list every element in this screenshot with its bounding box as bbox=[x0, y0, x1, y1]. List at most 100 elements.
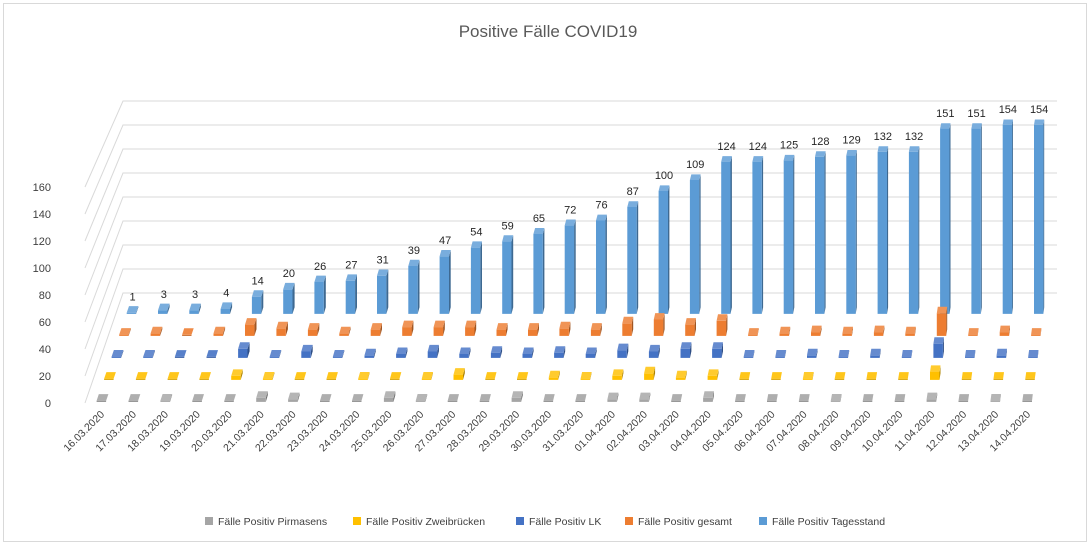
bar-f-lle-positiv-lk-16.03.2020 bbox=[111, 350, 124, 358]
bar-f-lle-positiv-zweibr-cken-23.03.2020 bbox=[326, 372, 338, 380]
bar-f-lle-positiv-gesamt-17.03.2020 bbox=[150, 326, 163, 336]
bar-f-lle-positiv-gesamt-30.03.2020 bbox=[559, 321, 571, 336]
bar-f-lle-positiv-pirmasens-01.04.2020 bbox=[607, 392, 619, 402]
data-label-26.03.2020: 47 bbox=[439, 235, 451, 247]
bar-f-lle-positiv-zweibr-cken-29.03.2020 bbox=[517, 372, 529, 380]
legend-item[interactable]: Fälle Positiv Tagesstand bbox=[759, 516, 885, 528]
bar-f-lle-positiv-zweibr-cken-13.04.2020 bbox=[993, 372, 1004, 380]
bar-f-lle-positiv-zweibr-cken-17.03.2020 bbox=[135, 372, 148, 380]
data-label-12.04.2020: 151 bbox=[967, 108, 985, 120]
bar-f-lle-positiv-lk-31.03.2020 bbox=[585, 347, 597, 358]
bar-f-lle-positiv-pirmasens-21.03.2020 bbox=[256, 391, 268, 402]
bar-f-lle-positiv-gesamt-03.04.2020 bbox=[685, 318, 696, 336]
data-label-02.04.2020: 100 bbox=[655, 170, 673, 182]
bar-f-lle-positiv-lk-08.04.2020 bbox=[838, 350, 850, 358]
bar-f-lle-positiv-pirmasens-16.03.2020 bbox=[96, 394, 109, 402]
legend-swatch bbox=[759, 517, 767, 525]
bar-f-lle-positiv-pirmasens-28.03.2020 bbox=[479, 394, 491, 402]
data-label-10.04.2020: 132 bbox=[905, 131, 923, 143]
chart-svg: Positive Fälle COVID19 02040608010012014… bbox=[33, 22, 1057, 528]
legend-item[interactable]: Fälle Positiv LK bbox=[516, 516, 601, 528]
bar-f-lle-positiv-tagesstand-22.03.2020 bbox=[314, 275, 326, 314]
bar-f-lle-positiv-tagesstand-13.04.2020 bbox=[1002, 119, 1013, 314]
data-label-03.04.2020: 109 bbox=[686, 159, 704, 171]
bar-f-lle-positiv-pirmasens-13.04.2020 bbox=[990, 394, 1001, 402]
bar-f-lle-positiv-gesamt-16.03.2020 bbox=[119, 328, 131, 336]
y-tick-label: 40 bbox=[39, 344, 51, 356]
x-axis-ticks: 16.03.202017.03.202018.03.202019.03.2020… bbox=[61, 409, 1033, 455]
legend-label: Fälle Positiv LK bbox=[529, 516, 601, 528]
bar-f-lle-positiv-tagesstand-30.03.2020 bbox=[564, 219, 576, 314]
bar-f-lle-positiv-zweibr-cken-09.04.2020 bbox=[866, 372, 878, 380]
bar-f-lle-positiv-pirmasens-23.03.2020 bbox=[320, 394, 332, 402]
bars bbox=[96, 119, 1045, 402]
y-tick-label: 80 bbox=[39, 290, 51, 302]
bar-f-lle-positiv-gesamt-06.04.2020 bbox=[779, 326, 791, 336]
legend-swatch bbox=[516, 517, 524, 525]
bar-f-lle-positiv-zweibr-cken-19.03.2020 bbox=[199, 372, 211, 380]
bar-f-lle-positiv-zweibr-cken-16.03.2020 bbox=[104, 372, 116, 380]
legend-item[interactable]: Fälle Positiv Zweibrücken bbox=[353, 516, 485, 528]
data-label-19.03.2020: 4 bbox=[223, 288, 229, 300]
bar-f-lle-positiv-lk-28.03.2020 bbox=[490, 346, 503, 358]
bar-f-lle-positiv-gesamt-14.04.2020 bbox=[1031, 328, 1042, 336]
bar-f-lle-positiv-tagesstand-14.04.2020 bbox=[1034, 119, 1045, 314]
bar-f-lle-positiv-gesamt-11.04.2020 bbox=[936, 306, 948, 336]
bar-f-lle-positiv-pirmasens-12.04.2020 bbox=[958, 394, 970, 402]
bar-f-lle-positiv-zweibr-cken-22.03.2020 bbox=[294, 372, 307, 380]
bar-f-lle-positiv-zweibr-cken-31.03.2020 bbox=[580, 372, 592, 380]
bar-f-lle-positiv-tagesstand-11.04.2020 bbox=[940, 123, 951, 314]
bar-f-lle-positiv-tagesstand-26.03.2020 bbox=[439, 250, 451, 314]
bar-f-lle-positiv-lk-27.03.2020 bbox=[459, 347, 471, 358]
bar-f-lle-positiv-lk-26.03.2020 bbox=[427, 344, 439, 358]
bar-f-lle-positiv-tagesstand-05.04.2020 bbox=[752, 156, 764, 314]
y-axis-ticks: 0 20 40 60 80 100 120 140 160 bbox=[33, 182, 51, 410]
y-tick-label: 120 bbox=[33, 236, 51, 248]
data-label-25.03.2020: 39 bbox=[408, 245, 420, 257]
bar-f-lle-positiv-tagesstand-16.03.2020 bbox=[126, 306, 139, 314]
bar-f-lle-positiv-lk-20.03.2020 bbox=[238, 342, 250, 358]
bar-f-lle-positiv-pirmasens-20.03.2020 bbox=[224, 394, 236, 402]
bar-f-lle-positiv-gesamt-20.03.2020 bbox=[245, 318, 257, 336]
data-label-31.03.2020: 76 bbox=[595, 200, 607, 212]
bar-f-lle-positiv-zweibr-cken-12.04.2020 bbox=[961, 372, 973, 380]
bar-f-lle-positiv-gesamt-04.04.2020 bbox=[716, 314, 728, 336]
bar-f-lle-positiv-lk-07.04.2020 bbox=[807, 348, 818, 358]
bar-f-lle-positiv-lk-17.03.2020 bbox=[143, 350, 155, 358]
bar-f-lle-positiv-zweibr-cken-20.03.2020 bbox=[231, 369, 243, 380]
bar-f-lle-positiv-zweibr-cken-27.03.2020 bbox=[453, 368, 465, 380]
bar-f-lle-positiv-gesamt-21.03.2020 bbox=[276, 321, 288, 336]
bar-f-lle-positiv-lk-05.04.2020 bbox=[743, 350, 755, 358]
legend-label: Fälle Positiv Tagesstand bbox=[772, 516, 885, 528]
data-label-23.03.2020: 27 bbox=[345, 260, 357, 272]
bar-f-lle-positiv-pirmasens-11.04.2020 bbox=[926, 392, 938, 402]
bar-f-lle-positiv-zweibr-cken-02.04.2020 bbox=[644, 366, 656, 380]
y-tick-label: 100 bbox=[33, 263, 51, 275]
bar-f-lle-positiv-lk-19.03.2020 bbox=[206, 350, 218, 358]
chart-frame: Positive Fälle COVID19 0 20 40 60 80 100 120 14… bbox=[3, 3, 1087, 542]
y-tick-label: 140 bbox=[33, 209, 51, 221]
bar-f-lle-positiv-zweibr-cken-05.04.2020 bbox=[739, 372, 751, 380]
data-label-11.04.2020: 151 bbox=[936, 108, 954, 120]
bar-f-lle-positiv-pirmasens-02.04.2020 bbox=[639, 392, 651, 402]
bar-f-lle-positiv-pirmasens-30.03.2020 bbox=[543, 394, 555, 402]
bar-f-lle-positiv-lk-22.03.2020 bbox=[301, 344, 313, 358]
bar-f-lle-positiv-gesamt-31.03.2020 bbox=[590, 323, 602, 336]
data-label-07.04.2020: 128 bbox=[811, 136, 829, 148]
bar-f-lle-positiv-gesamt-05.04.2020 bbox=[748, 328, 759, 336]
legend-item[interactable]: Fälle Positiv Pirmasens bbox=[205, 516, 327, 528]
bar-f-lle-positiv-gesamt-27.03.2020 bbox=[465, 320, 477, 336]
bar-f-lle-positiv-tagesstand-01.04.2020 bbox=[627, 201, 639, 314]
bar-f-lle-positiv-gesamt-19.03.2020 bbox=[213, 326, 226, 336]
bar-f-lle-positiv-gesamt-12.04.2020 bbox=[968, 328, 979, 336]
data-label-24.03.2020: 31 bbox=[377, 255, 389, 267]
bar-f-lle-positiv-pirmasens-03.04.2020 bbox=[671, 394, 683, 402]
data-labels: 1 3 3 4 14 20 26 27 31 39 47 54 59 65 72 76 87 100 109 124 1… bbox=[129, 104, 1048, 303]
data-label-14.04.2020: 154 bbox=[1030, 104, 1048, 116]
bar-f-lle-positiv-lk-04.04.2020 bbox=[712, 342, 723, 358]
legend-item[interactable]: Fälle Positiv gesamt bbox=[625, 516, 732, 528]
bar-f-lle-positiv-pirmasens-17.03.2020 bbox=[128, 394, 141, 402]
bar-f-lle-positiv-pirmasens-29.03.2020 bbox=[511, 391, 523, 402]
bar-f-lle-positiv-lk-01.04.2020 bbox=[617, 343, 629, 358]
legend-swatch bbox=[205, 517, 213, 525]
